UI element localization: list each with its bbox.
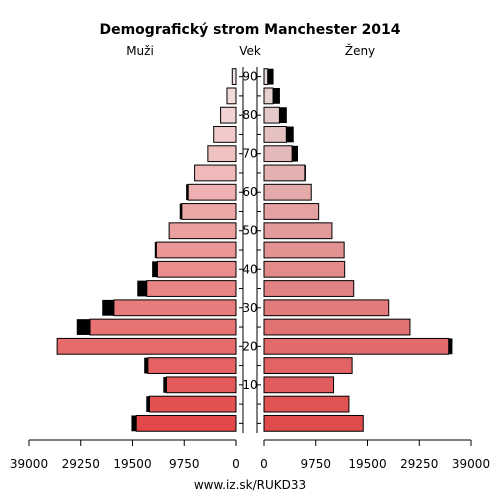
male-excess-55-59 [179,203,182,220]
female-bar-40-44 [263,260,346,278]
male-excess-25-29 [76,319,91,335]
female-excess-65-69 [304,165,306,181]
female-excess-90+ [267,68,274,85]
age-tick-label: 60 [242,185,257,199]
male-bar-75-79 [213,126,237,143]
male-excess-30-34 [102,299,114,316]
male-bar-20-24 [56,337,237,355]
female-bars [263,68,453,432]
female-excess-20-24 [448,338,453,355]
female-bar-10-14 [263,376,335,394]
male-bar-10-14 [165,376,237,394]
age-tick-label: 50 [242,224,257,238]
male-bar-50-54 [168,222,237,240]
male-excess-40-44 [152,261,158,278]
male-bar-80-84 [220,106,237,124]
right-series-label: Ženy [345,43,375,58]
age-axis-label: Vek [239,44,261,58]
chart-title: Demografický strom Manchester 2014 [99,22,400,38]
female-bar-85-89 [263,87,274,105]
left-x-tick-label: 29250 [62,457,100,471]
male-excess-10-14 [163,376,167,393]
male-bar-45-49 [155,241,237,259]
male-excess-0-4 [131,415,137,432]
female-bar-30-34 [263,299,390,317]
male-bars [56,68,237,432]
male-bar-35-39 [146,280,237,297]
female-bar-5-9 [263,395,350,413]
female-bar-45-49 [263,241,345,259]
male-excess-60-64 [186,184,189,201]
male-excess-5-9 [146,396,150,413]
female-bar-50-54 [263,222,333,240]
age-tick-label: 40 [242,262,257,276]
male-bar-30-34 [113,299,237,317]
female-bar-25-29 [263,318,411,336]
female-bar-0-4 [263,414,364,432]
left-x-tick-label: 0 [232,457,240,471]
right-x-tick-label: 19500 [348,457,386,471]
male-excess-35-39 [137,280,147,297]
male-bar-15-19 [147,357,237,374]
male-bar-85-89 [226,87,237,105]
age-tick-label: 20 [242,339,257,353]
left-series-label: Muži [126,44,154,58]
female-bar-65-69 [263,164,306,182]
female-excess-70-74 [292,145,298,162]
female-bar-35-39 [263,280,355,297]
female-bar-70-74 [263,145,293,163]
male-bar-0-4 [135,414,237,432]
female-bar-55-59 [263,203,320,220]
male-bar-70-74 [207,145,237,163]
female-bar-75-79 [263,126,287,143]
right-x-tick-label: 29250 [400,457,438,471]
footer-source: www.iz.sk/RUKD33 [194,478,306,492]
left-x-tick-label: 9750 [169,457,200,471]
male-bar-90+ [231,68,237,86]
left-x-tick-label: 39000 [10,457,48,471]
male-bar-55-59 [181,203,237,220]
female-excess-80-84 [279,107,287,124]
left-x-tick-label: 19500 [113,457,151,471]
female-excess-75-79 [286,126,294,143]
male-bar-65-69 [194,164,237,182]
right-x-tick-label: 9750 [300,457,331,471]
male-bar-5-9 [148,395,237,413]
x-tick-labels: 39000 0 29250 9750 19500 19500 9750 29250 0 39000 [10,457,490,471]
male-bar-60-64 [187,183,237,201]
male-excess-45-49 [154,242,157,258]
right-x-tick-label: 39000 [452,457,490,471]
axes [28,67,472,446]
female-excess-85-89 [273,87,280,104]
female-bar-15-19 [263,357,353,374]
female-bar-60-64 [263,183,312,201]
male-bar-40-44 [156,260,237,278]
age-tick-label: 70 [242,147,257,161]
age-tick-labels: 10 20 30 40 50 60 70 80 90 [242,70,257,392]
age-tick-label: 80 [242,108,257,122]
female-bar-80-84 [263,106,280,124]
right-x-tick-label: 0 [260,457,268,471]
male-excess-15-19 [144,357,148,374]
male-bar-25-29 [89,318,237,336]
age-tick-label: 30 [242,301,257,315]
age-tick-label: 90 [242,70,257,84]
female-bar-20-24 [263,337,450,355]
age-tick-label: 10 [242,378,257,392]
female-bar-90+ [263,68,269,86]
